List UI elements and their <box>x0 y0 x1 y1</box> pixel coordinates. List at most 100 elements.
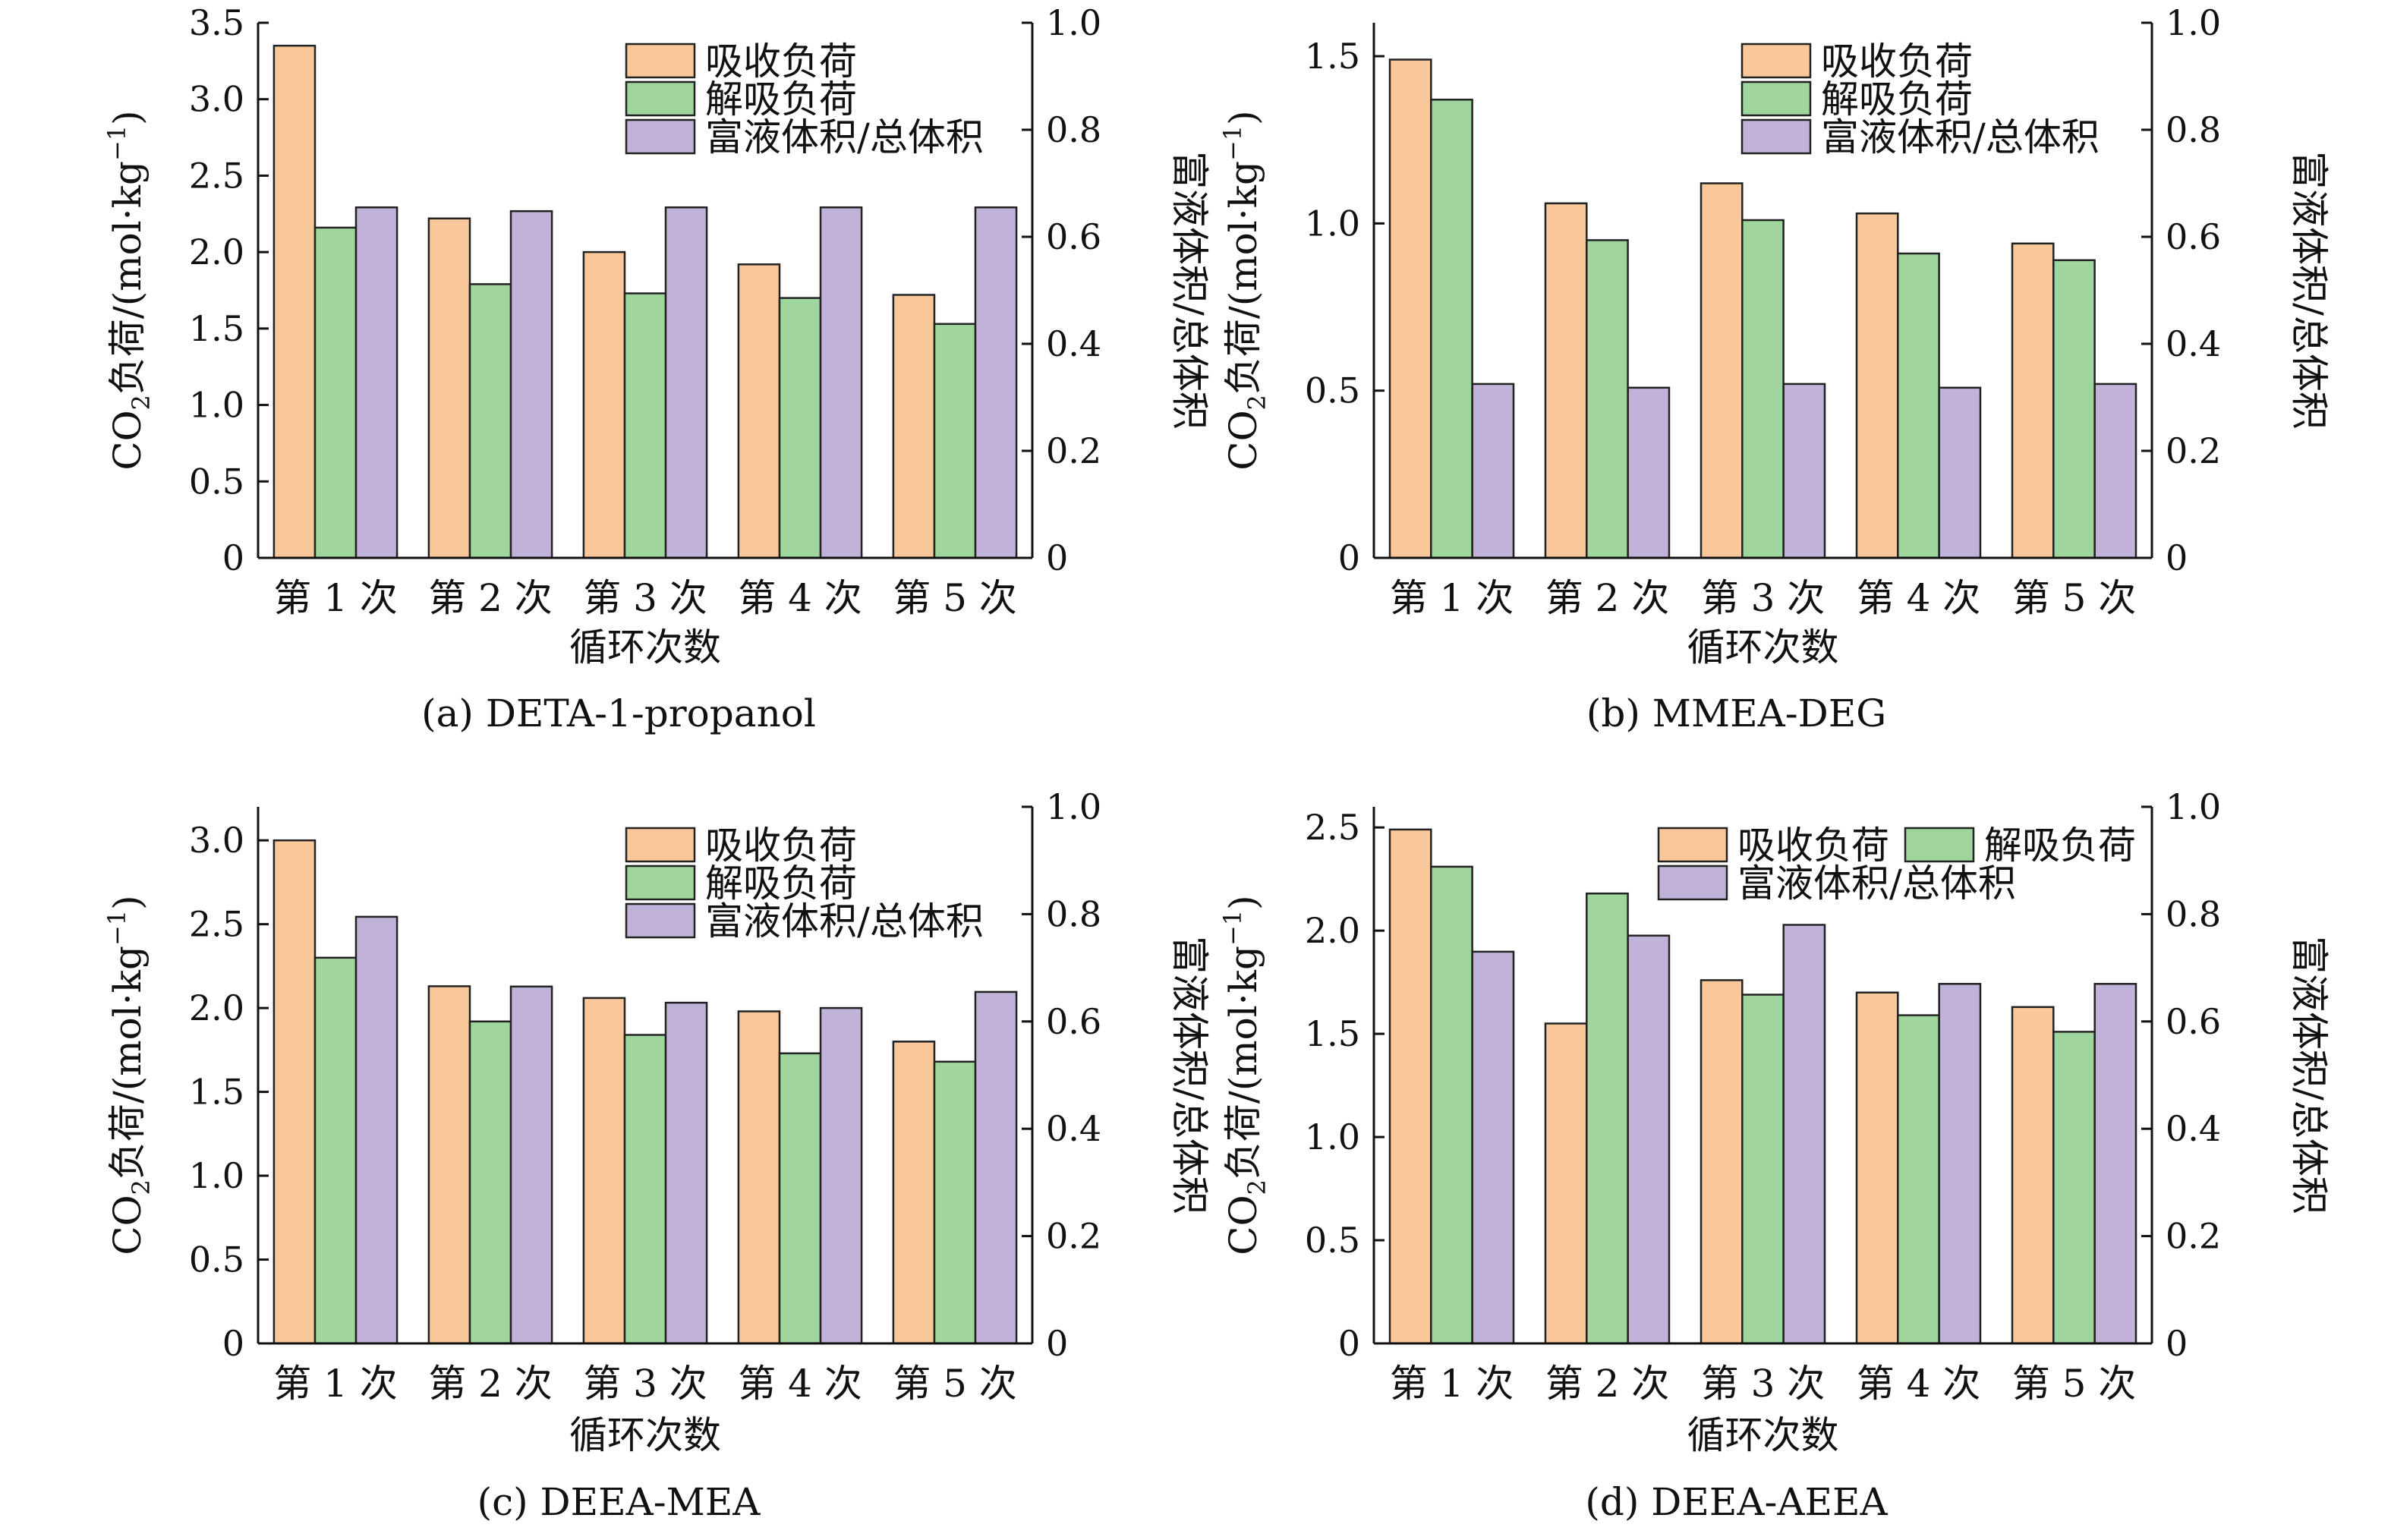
category-label: 第 4 次 <box>1857 1362 1981 1406</box>
left-tick-label: 0.5 <box>189 461 244 502</box>
right-tick-label: 0.4 <box>2166 323 2221 364</box>
left-tick-label: 2.0 <box>189 231 244 272</box>
bar-a-s1-c2 <box>623 292 667 559</box>
category-label: 第 1 次 <box>1390 1362 1514 1406</box>
chart-panel-c: 0 0.5 1.0 1.5 2.0 2.5 3.0 0 0.2 0.4 0.6 0.8 1.0 第 1 次… <box>102 786 1211 1524</box>
category-label: 第 1 次 <box>273 1362 398 1406</box>
legend-swatch <box>625 864 696 901</box>
left-tick-label: 2.5 <box>189 904 244 945</box>
y-axis-title-sub: 2 <box>127 395 156 410</box>
category-label: 第 5 次 <box>2012 576 2137 620</box>
bar-c-s1-c4 <box>933 1060 977 1345</box>
bar-c-s2-c3 <box>819 1006 863 1345</box>
y-axis-title-co: CO <box>1221 410 1265 470</box>
left-tick-label: 0 <box>1338 1323 1360 1364</box>
category-label: 第 2 次 <box>428 576 553 620</box>
bar-a-s1-c0 <box>313 226 358 559</box>
bar-c-s1-c0 <box>313 956 358 1345</box>
bar-d-s1-c3 <box>1897 1014 1940 1345</box>
bar-d-s2-c3 <box>1938 983 1982 1345</box>
left-tick-label: 1.5 <box>1305 1013 1360 1054</box>
right-tick-label: 0.4 <box>2166 1108 2221 1149</box>
category-label: 第 2 次 <box>1545 576 1670 620</box>
category-label: 第 3 次 <box>583 576 707 620</box>
legend-swatch <box>1740 80 1812 117</box>
left-tick-label: 1.5 <box>1305 36 1360 77</box>
left-tick-label: 2.5 <box>189 155 244 196</box>
bar-b-s1-c0 <box>1430 99 1473 559</box>
right-tick-label: 0.8 <box>1046 109 1101 150</box>
left-tick-label: 1.0 <box>189 385 244 426</box>
y-axis-title-close: ) <box>106 110 150 125</box>
legend-swatch <box>625 902 696 939</box>
y-axis-title: CO2负荷/(mol·kg−1) <box>1218 895 1271 1255</box>
left-tick-label: 1.0 <box>189 1155 244 1196</box>
bar-a-s0-c3 <box>737 263 781 559</box>
bar-d-s2-c0 <box>1471 950 1515 1345</box>
bar-a-s1-c1 <box>468 283 512 559</box>
right-tick-label: 0.8 <box>2166 109 2221 150</box>
right-tick-label: 0.2 <box>1046 1216 1101 1257</box>
bar-a-s2-c3 <box>819 206 863 559</box>
legend-swatch <box>1904 827 1975 863</box>
left-tick-label: 0 <box>222 537 244 578</box>
left-tick-label: 0.5 <box>1305 1220 1360 1261</box>
legend-label: 解吸负荷 <box>705 77 857 121</box>
y-axis-title-co: CO <box>106 1195 150 1255</box>
bar-a-s2-c4 <box>974 206 1018 559</box>
bar-b-s1-c4 <box>2052 259 2096 559</box>
right-tick-label: 1.0 <box>1046 2 1101 43</box>
x-axis-title: 循环次数 <box>1687 625 1839 669</box>
y-axis-title: CO2负荷/(mol·kg−1) <box>102 895 156 1255</box>
legend-swatch <box>625 80 696 117</box>
bar-c-s2-c0 <box>354 915 398 1345</box>
y2-axis-title: 富液体积/总体积 <box>2287 151 2331 430</box>
bar-b-s0-c3 <box>1855 212 1899 559</box>
bar-b-s1-c3 <box>1897 252 1940 559</box>
bar-d-s1-c2 <box>1741 994 1785 1345</box>
left-tick-label: 1.0 <box>1305 1116 1360 1157</box>
bar-a-s2-c0 <box>354 206 398 559</box>
legend-label: 吸收负荷 <box>1737 824 1889 868</box>
legend-swatch <box>625 43 696 79</box>
x-axis-title: 循环次数 <box>569 625 721 669</box>
bar-b-s0-c1 <box>1544 202 1588 559</box>
right-tick-label: 0.4 <box>1046 1108 1101 1149</box>
category-label: 第 2 次 <box>428 1362 553 1406</box>
bar-b-s0-c4 <box>2011 242 2055 559</box>
bar-c-s0-c2 <box>582 997 626 1345</box>
right-tick-label: 0.8 <box>1046 893 1101 934</box>
left-tick-label: 1.5 <box>189 1072 244 1113</box>
bar-d-s0-c2 <box>1700 979 1744 1345</box>
y-axis-title-mid: 负荷/(mol·kg <box>106 946 150 1179</box>
left-tick-label: 2.0 <box>189 987 244 1028</box>
category-label: 第 5 次 <box>893 1362 1017 1406</box>
y-axis-title-sup: −1 <box>102 125 131 161</box>
legend-swatch <box>625 827 696 863</box>
category-label: 第 1 次 <box>273 576 398 620</box>
bar-b-s0-c0 <box>1388 58 1432 559</box>
bar-d-s0-c0 <box>1388 828 1432 1345</box>
y-axis-title-co: CO <box>106 410 150 470</box>
left-tick-label: 1.5 <box>189 308 244 349</box>
left-tick-label: 0 <box>222 1323 244 1364</box>
category-label: 第 3 次 <box>1701 1362 1826 1406</box>
right-tick-label: 0 <box>1046 1323 1068 1364</box>
y-axis-title-co: CO <box>1221 1195 1265 1255</box>
bar-c-s1-c2 <box>623 1034 667 1345</box>
bar-b-s0-c2 <box>1700 182 1744 559</box>
y-axis-title-mid: 负荷/(mol·kg <box>1221 161 1265 395</box>
bar-c-s0-c1 <box>427 985 471 1345</box>
left-tick-label: 0 <box>1338 537 1360 578</box>
panel-caption: (c) DEEA-MEA <box>477 1480 761 1524</box>
legend-swatch <box>625 118 696 155</box>
right-tick-label: 0 <box>2166 537 2188 578</box>
right-tick-label: 0.4 <box>1046 323 1101 364</box>
bar-a-s0-c1 <box>427 217 471 559</box>
right-tick-label: 0.8 <box>2166 893 2221 934</box>
y-axis-title-mid: 负荷/(mol·kg <box>106 161 150 395</box>
left-tick-label: 3.0 <box>189 820 244 861</box>
